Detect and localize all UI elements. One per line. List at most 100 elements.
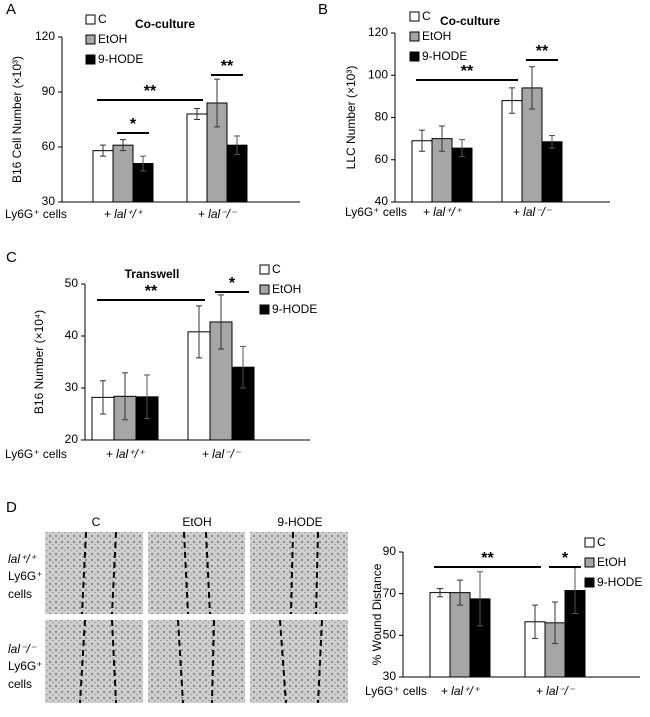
error-bar	[437, 587, 443, 598]
legend-label: EtOH	[597, 555, 626, 569]
y-tick-label: 120	[368, 25, 388, 39]
error-bar	[194, 108, 200, 120]
error-bar	[549, 134, 555, 149]
y-tick-label: 80	[375, 110, 389, 124]
error-bar	[552, 601, 558, 645]
y-tick-label: 30	[65, 380, 79, 394]
y-tick-label: 60	[42, 139, 56, 153]
significance-label: **	[461, 63, 474, 80]
legend-swatch	[259, 304, 270, 315]
error-bar	[459, 139, 465, 158]
bar	[112, 144, 134, 203]
legend-swatch	[259, 264, 270, 275]
micrograph	[45, 532, 143, 614]
y-tick-label: 90	[383, 544, 397, 558]
significance-label: **	[536, 43, 549, 60]
legend-label: C	[272, 262, 281, 276]
micrograph	[148, 620, 245, 703]
error-bar	[214, 78, 220, 128]
legend-swatch	[584, 537, 595, 548]
y-tick-label: 50	[65, 276, 79, 290]
x-tick-label: + lal⁻/⁻	[198, 207, 238, 221]
significance-label: **	[145, 283, 158, 300]
significance-label: **	[481, 550, 494, 567]
significance-label: *	[130, 116, 137, 133]
x-tick-label: + lal⁺/⁺	[441, 684, 481, 698]
legend-label: C	[597, 535, 606, 549]
x-tick-label: + lal⁻/⁻	[202, 447, 242, 461]
error-bar	[100, 144, 106, 157]
error-bar	[419, 129, 425, 152]
wound-images	[45, 531, 348, 704]
error-bar	[529, 66, 535, 110]
error-bar	[532, 604, 538, 639]
bar	[92, 150, 114, 203]
legend-label: C	[422, 9, 431, 23]
error-bar	[196, 305, 202, 359]
bar	[186, 113, 208, 203]
legend-label: 9-HODE	[597, 575, 642, 589]
y-axis-label: LLC Number (×10³)	[344, 66, 358, 170]
row-label: Ly6G⁺ cells	[345, 205, 407, 219]
error-bar	[100, 380, 106, 415]
significance-label: **	[221, 58, 234, 75]
panel-label: B	[318, 1, 328, 18]
significance-label: *	[562, 550, 569, 567]
micrograph	[250, 620, 348, 703]
legend-swatch	[584, 577, 595, 588]
x-tick-label: + lal⁺/⁺	[423, 205, 463, 219]
bar	[501, 100, 523, 203]
y-tick-label: 40	[375, 194, 389, 208]
legend-label: 9-HODE	[272, 302, 317, 316]
legend-swatch	[85, 34, 96, 45]
legend-label: EtOH	[272, 282, 301, 296]
legend-label: 9-HODE	[422, 49, 467, 63]
y-tick-label: 90	[42, 84, 56, 98]
x-tick-label: + lal⁻/⁻	[536, 684, 576, 698]
error-bar	[144, 374, 150, 420]
error-bar	[240, 345, 246, 389]
panel-label: A	[6, 1, 16, 18]
panel-label: C	[6, 249, 17, 266]
micrograph	[45, 620, 143, 703]
row-label: lal⁻/⁻	[8, 642, 38, 656]
chart-title: Transwell	[125, 267, 180, 281]
y-tick-label: 100	[368, 67, 388, 81]
column-label: C	[92, 515, 101, 529]
y-tick-label: 60	[375, 152, 389, 166]
error-bar	[120, 139, 126, 152]
y-axis-label: B16 Number (×10⁴)	[32, 310, 46, 414]
bar	[429, 592, 451, 678]
wound-edges	[79, 531, 323, 704]
significance-label: *	[229, 275, 236, 292]
y-tick-label: 30	[42, 194, 56, 208]
row-label: cells	[8, 587, 32, 601]
row-label: Ly6G⁺	[8, 569, 43, 583]
x-tick-label: + lal⁺/⁺	[104, 207, 144, 221]
legend-swatch	[85, 54, 96, 65]
error-bar	[439, 125, 445, 152]
column-label: 9-HODE	[277, 515, 322, 529]
x-tick-label: + lal⁻/⁻	[513, 205, 553, 219]
error-bar	[509, 87, 515, 114]
y-tick-label: 40	[65, 328, 79, 342]
bar	[541, 141, 563, 203]
chart-title: Co-culture	[440, 14, 500, 28]
legend-swatch	[409, 51, 420, 62]
micrograph	[148, 532, 245, 614]
chart-title: Co-culture	[135, 17, 195, 31]
row-label: cells	[8, 677, 32, 691]
y-tick-label: 120	[35, 29, 55, 43]
error-bar	[477, 571, 483, 627]
legend-label: C	[98, 12, 107, 26]
legend-label: EtOH	[422, 29, 451, 43]
row-label: Ly6G⁺ cells	[365, 684, 427, 698]
row-label: Ly6G⁺ cells	[5, 447, 67, 461]
x-tick-label: + lal⁺/⁺	[106, 447, 146, 461]
legend-swatch	[584, 557, 595, 568]
error-bar	[122, 372, 128, 421]
panel-label: D	[6, 499, 17, 516]
legend-swatch	[85, 14, 96, 25]
legend-swatch	[409, 31, 420, 42]
